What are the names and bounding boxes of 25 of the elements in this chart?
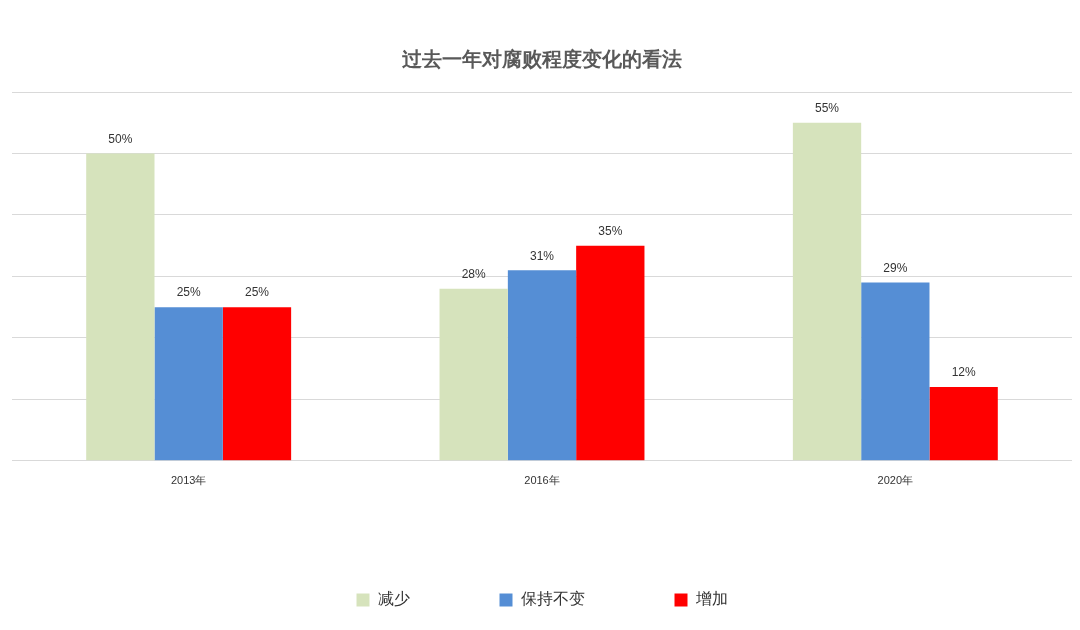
data-label: 55%	[815, 101, 840, 116]
data-label: 28%	[461, 267, 487, 282]
bar	[576, 245, 645, 461]
chart-title: 过去一年对腐败程度变化的看法	[401, 47, 682, 70]
legend-label: 保持不变	[520, 590, 585, 608]
bar	[439, 288, 508, 461]
bar	[792, 122, 862, 461]
data-label: 31%	[529, 248, 555, 263]
data-label: 35%	[598, 223, 623, 238]
data-label: 50%	[108, 131, 133, 146]
bar	[154, 307, 223, 461]
data-label: 25%	[244, 285, 270, 300]
legend-label: 增加	[694, 590, 728, 608]
x-tick-label: 2013年	[170, 474, 207, 487]
data-label: 29%	[883, 260, 908, 275]
data-label: 25%	[176, 285, 201, 300]
data-label: 12%	[951, 365, 976, 380]
x-tick-label: 2016年	[524, 474, 560, 487]
bar	[929, 387, 998, 461]
bar	[222, 307, 292, 461]
legend-label: 减少	[377, 590, 410, 608]
bar	[86, 153, 155, 461]
bar	[861, 282, 930, 461]
bar	[507, 270, 577, 461]
x-tick-label: 2020年	[877, 474, 914, 487]
